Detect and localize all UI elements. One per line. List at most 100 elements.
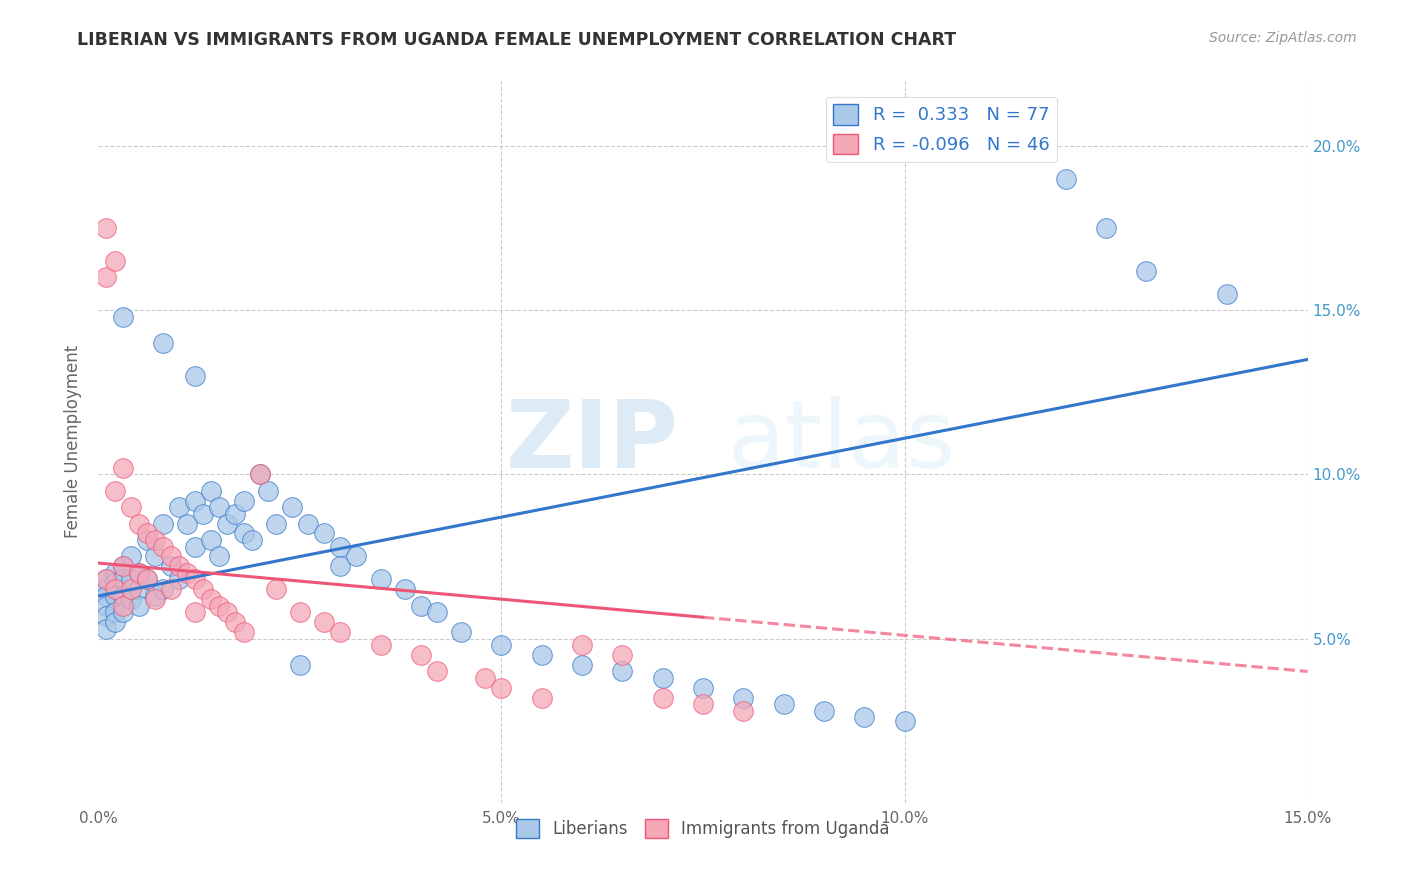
Point xyxy=(426,665,449,679)
Point xyxy=(103,566,125,580)
Point xyxy=(128,566,150,580)
Point xyxy=(103,589,125,603)
Point xyxy=(135,526,157,541)
Point xyxy=(692,681,714,695)
Point xyxy=(571,657,593,672)
Point xyxy=(200,483,222,498)
Point xyxy=(314,526,336,541)
Point xyxy=(409,599,432,613)
Point xyxy=(772,698,794,712)
Point xyxy=(135,573,157,587)
Point xyxy=(96,622,118,636)
Point xyxy=(217,516,239,531)
Point xyxy=(1054,171,1077,186)
Point xyxy=(184,605,207,619)
Point xyxy=(111,460,134,475)
Point xyxy=(96,270,118,285)
Point xyxy=(329,559,352,574)
Point xyxy=(128,599,150,613)
Point xyxy=(103,575,125,590)
Point xyxy=(128,582,150,597)
Point xyxy=(111,599,134,613)
Point xyxy=(143,589,166,603)
Point xyxy=(143,549,166,564)
Point xyxy=(733,704,755,718)
Point xyxy=(96,573,118,587)
Point xyxy=(232,625,254,640)
Point xyxy=(128,516,150,531)
Point xyxy=(152,582,174,597)
Text: LIBERIAN VS IMMIGRANTS FROM UGANDA FEMALE UNEMPLOYMENT CORRELATION CHART: LIBERIAN VS IMMIGRANTS FROM UGANDA FEMAL… xyxy=(77,31,956,49)
Point xyxy=(167,500,190,515)
Point xyxy=(120,592,142,607)
Point xyxy=(120,573,142,587)
Point xyxy=(232,493,254,508)
Point xyxy=(96,221,118,235)
Point xyxy=(1216,286,1239,301)
Point xyxy=(893,714,915,728)
Point xyxy=(96,573,118,587)
Point xyxy=(208,599,231,613)
Point xyxy=(96,589,118,603)
Text: atlas: atlas xyxy=(727,395,956,488)
Point xyxy=(409,648,432,662)
Point xyxy=(224,615,246,630)
Point xyxy=(135,533,157,547)
Point xyxy=(530,690,553,705)
Point xyxy=(651,690,673,705)
Point xyxy=(160,549,183,564)
Point xyxy=(143,533,166,547)
Point xyxy=(103,605,125,619)
Point xyxy=(232,526,254,541)
Point xyxy=(450,625,472,640)
Point xyxy=(344,549,367,564)
Point xyxy=(111,589,134,603)
Point xyxy=(111,605,134,619)
Text: ZIP: ZIP xyxy=(506,395,679,488)
Point xyxy=(143,592,166,607)
Point xyxy=(184,493,207,508)
Point xyxy=(240,533,263,547)
Point xyxy=(103,483,125,498)
Point xyxy=(208,549,231,564)
Point xyxy=(329,540,352,554)
Legend: Liberians, Immigrants from Uganda: Liberians, Immigrants from Uganda xyxy=(509,813,897,845)
Point xyxy=(160,582,183,597)
Point xyxy=(167,573,190,587)
Point xyxy=(1095,221,1118,235)
Point xyxy=(152,516,174,531)
Point xyxy=(974,139,997,153)
Point xyxy=(612,648,634,662)
Point xyxy=(111,573,134,587)
Point xyxy=(651,671,673,685)
Point xyxy=(224,507,246,521)
Point xyxy=(249,467,271,482)
Point xyxy=(176,566,198,580)
Point xyxy=(530,648,553,662)
Point xyxy=(813,704,835,718)
Point xyxy=(370,573,392,587)
Point xyxy=(474,671,496,685)
Point xyxy=(200,592,222,607)
Point xyxy=(249,467,271,482)
Point xyxy=(96,582,118,597)
Point xyxy=(264,516,287,531)
Text: Source: ZipAtlas.com: Source: ZipAtlas.com xyxy=(1209,31,1357,45)
Point xyxy=(111,310,134,324)
Point xyxy=(120,549,142,564)
Y-axis label: Female Unemployment: Female Unemployment xyxy=(63,345,82,538)
Point xyxy=(426,605,449,619)
Point xyxy=(103,253,125,268)
Point xyxy=(571,638,593,652)
Point xyxy=(394,582,416,597)
Point xyxy=(193,582,215,597)
Point xyxy=(329,625,352,640)
Point xyxy=(297,516,319,531)
Point xyxy=(184,540,207,554)
Point xyxy=(135,573,157,587)
Point xyxy=(217,605,239,619)
Point xyxy=(111,559,134,574)
Point xyxy=(314,615,336,630)
Point xyxy=(103,582,125,597)
Point xyxy=(208,500,231,515)
